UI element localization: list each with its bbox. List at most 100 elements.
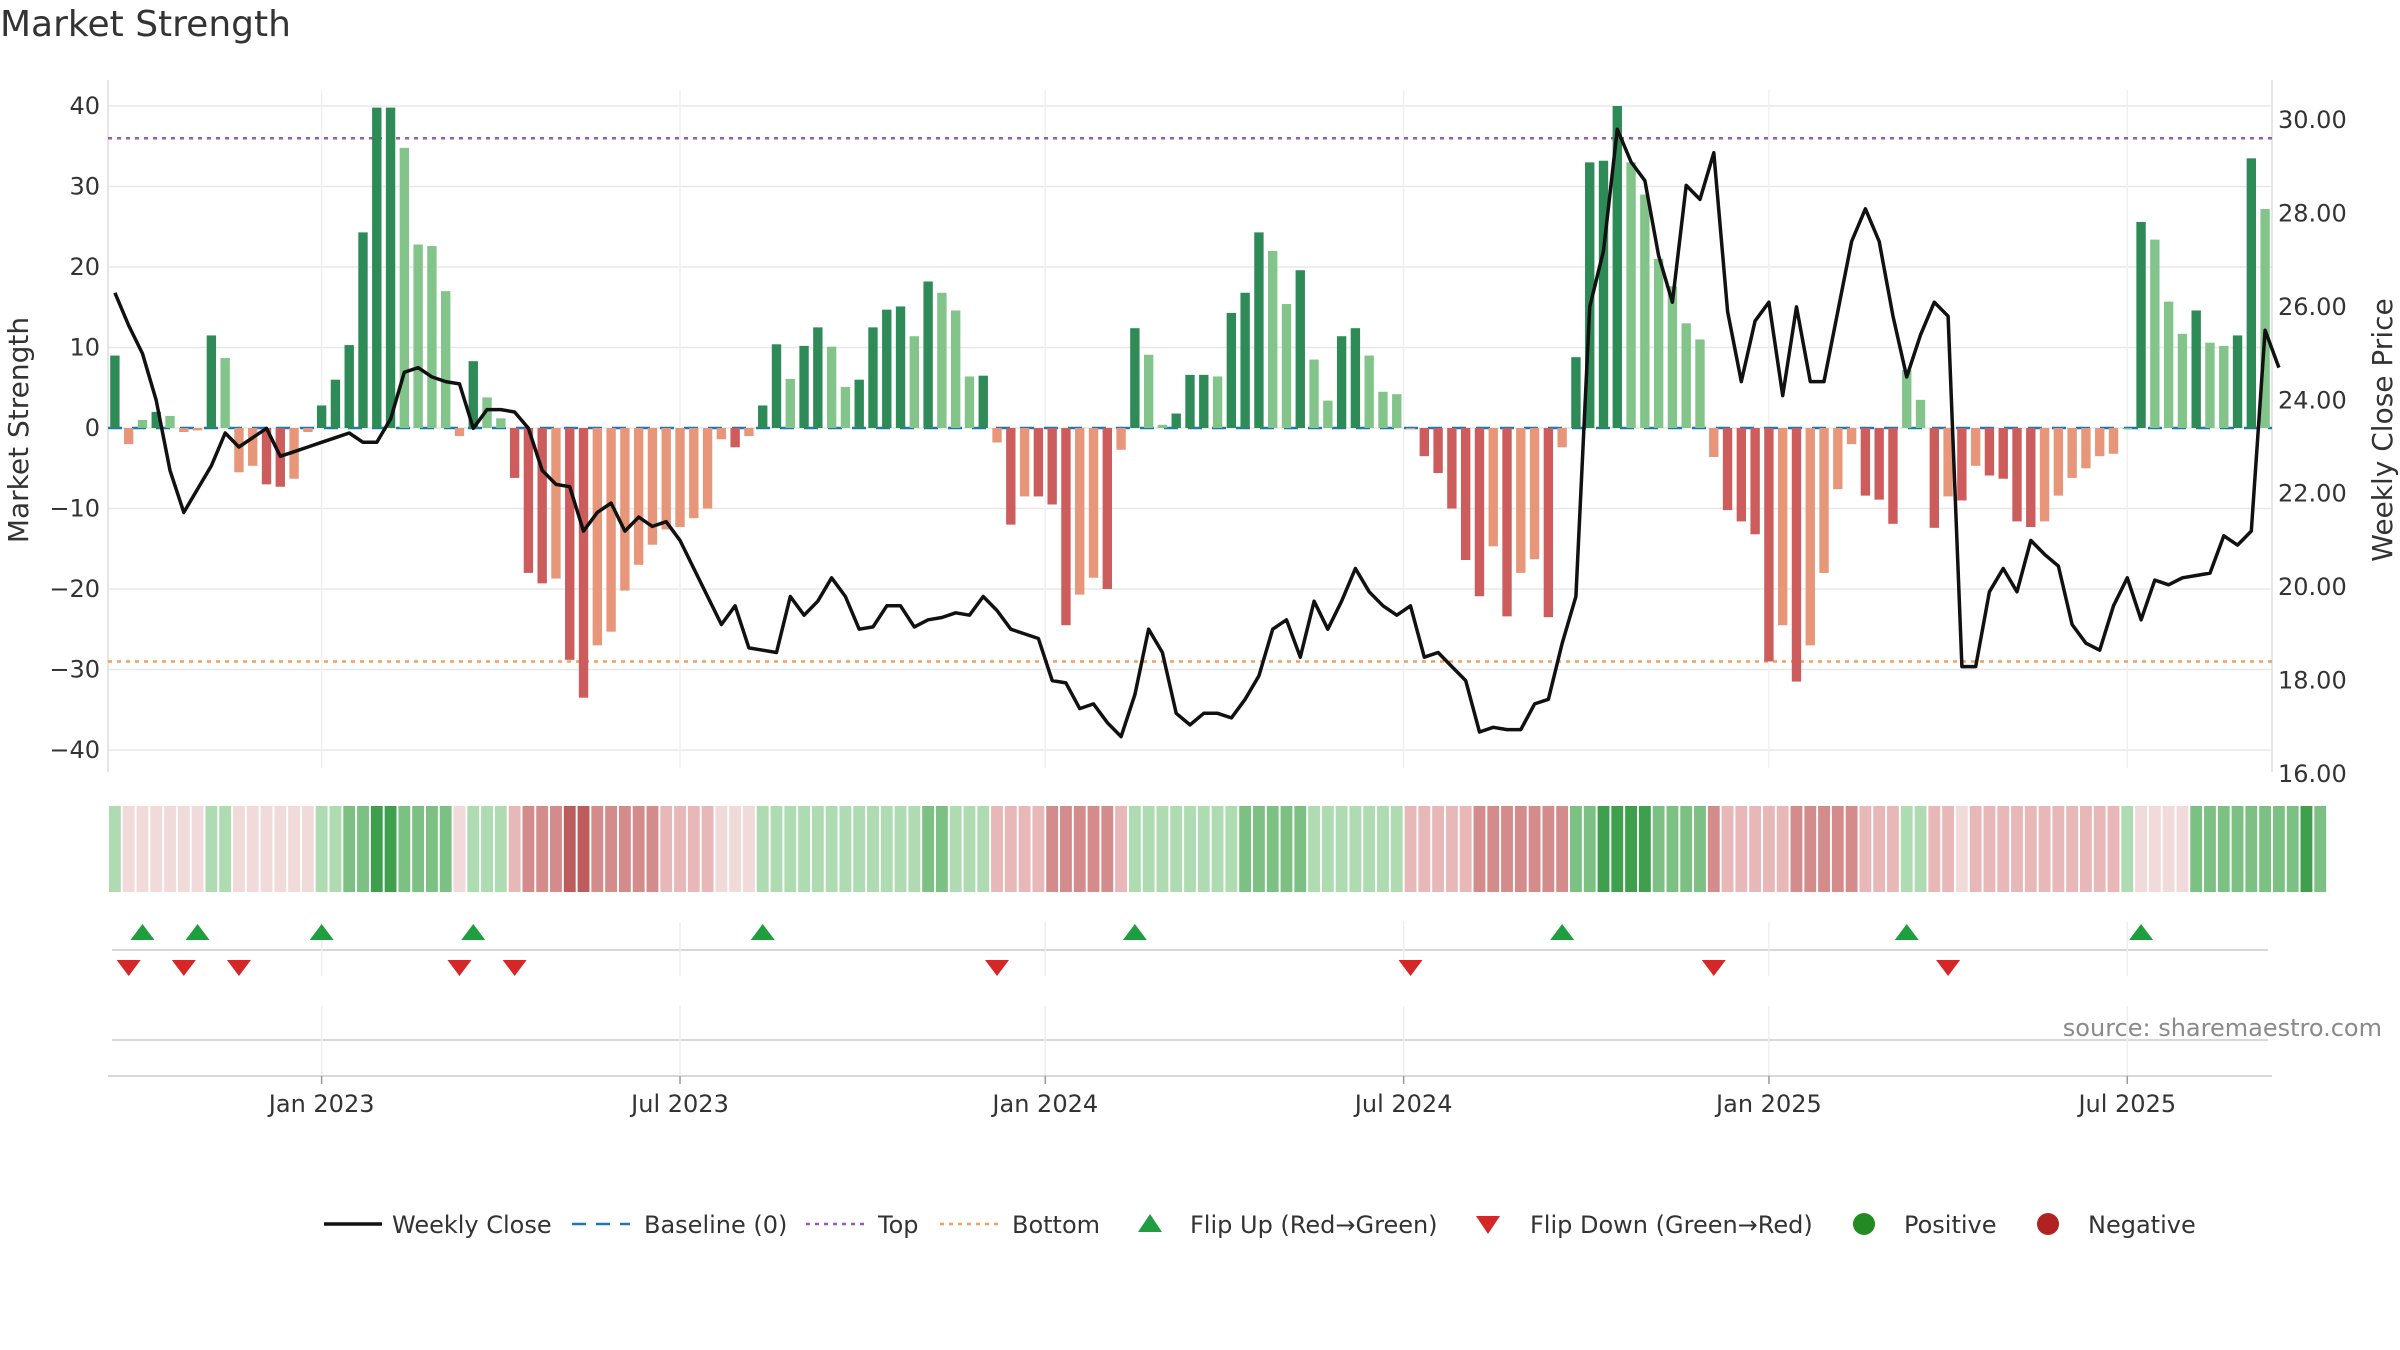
legend-swatch-negative <box>2037 1213 2059 1235</box>
flip-down-marker <box>447 960 472 976</box>
heat-cell <box>563 806 576 892</box>
heat-cell <box>894 806 907 892</box>
legend-label: Weekly Close <box>392 1211 552 1239</box>
flip-up-marker <box>130 924 155 940</box>
strength-bar <box>1033 428 1044 497</box>
heat-cell <box>2259 806 2272 892</box>
strength-bar <box>1791 428 1802 682</box>
strength-bar <box>937 292 947 428</box>
strength-bar <box>2039 428 2050 522</box>
strength-bar <box>2095 428 2105 457</box>
strength-bar <box>1874 428 1884 500</box>
strength-bar <box>399 147 410 429</box>
strength-bar <box>2219 345 2229 428</box>
heat-cell <box>260 806 273 892</box>
heat-cell <box>1776 806 1789 892</box>
heat-cell <box>1859 806 1872 892</box>
strength-bar <box>413 244 423 428</box>
heat-cell <box>1845 806 1858 892</box>
heat-cell <box>908 806 921 892</box>
heat-cell <box>825 806 838 892</box>
strength-bar <box>2026 428 2036 528</box>
strength-bar <box>1805 428 1815 646</box>
weekly-close-polyline <box>113 127 2281 739</box>
strength-bar <box>813 327 823 428</box>
heat-cell <box>1308 806 1320 892</box>
heat-cell <box>1445 806 1458 892</box>
heat-cell <box>1818 806 1830 892</box>
heat-cell <box>2204 806 2216 892</box>
strength-bar <box>427 246 437 428</box>
heat-cell <box>2300 806 2313 892</box>
heat-cell <box>1252 806 1265 892</box>
heat-cell <box>2314 806 2327 892</box>
heat-cell <box>770 806 783 892</box>
heat-cell <box>1652 806 1665 892</box>
heat-cell <box>164 806 176 892</box>
strength-bar <box>123 428 134 445</box>
heat-cell <box>453 806 466 892</box>
strength-bar <box>1709 428 1719 457</box>
strength-bar <box>454 428 465 437</box>
strength-bar <box>868 327 878 428</box>
heat-cell <box>2052 806 2065 892</box>
heat-strip <box>108 806 2327 892</box>
heat-cell <box>991 806 1003 892</box>
flip-up-marker <box>1122 924 1147 940</box>
strength-bar <box>1612 106 1622 428</box>
strength-bar <box>1006 428 1016 525</box>
heat-cell <box>756 806 769 892</box>
strength-bar <box>1268 250 1278 428</box>
heat-cell <box>508 806 521 892</box>
strength-bar <box>771 344 782 428</box>
strength-bar <box>702 428 713 509</box>
heat-cell <box>743 806 755 892</box>
heat-cell <box>191 806 204 892</box>
strength-bar <box>854 379 864 428</box>
heat-cell <box>1514 806 1527 892</box>
flip-down-marker <box>502 960 527 976</box>
y-left-tick-label: −20 <box>49 575 100 603</box>
strength-bar <box>1226 312 1237 428</box>
strength-bar <box>2150 239 2160 428</box>
strength-bar <box>2232 335 2243 428</box>
strength-bar <box>758 405 768 428</box>
y-left-tick-label: 20 <box>69 253 100 281</box>
heat-cell <box>233 806 245 892</box>
source-label: source: sharemaestro.com <box>2062 1014 2382 1042</box>
heat-cell <box>701 806 714 892</box>
heat-cell <box>1928 806 1941 892</box>
strength-bar <box>2246 158 2257 428</box>
strength-bar <box>1585 162 1595 428</box>
heat-cell <box>853 806 866 892</box>
strength-bar <box>248 428 258 466</box>
heat-cell <box>1004 806 1017 892</box>
strength-bar <box>316 405 327 428</box>
strength-bar <box>509 428 520 478</box>
strength-bar <box>1047 428 1057 505</box>
strength-bar <box>1323 400 1333 428</box>
strength-bar <box>675 428 685 528</box>
heat-cell <box>1528 806 1541 892</box>
heat-cell <box>274 806 287 892</box>
strength-bar <box>179 428 189 433</box>
heat-cell <box>1570 806 1582 892</box>
strength-bar <box>1970 428 1981 466</box>
legend[interactable]: Weekly Close Baseline (0) Top Bottom Flip Up… <box>324 1211 2196 1239</box>
strength-bar <box>964 376 975 428</box>
heat-cell <box>1887 806 1899 892</box>
strength-bar <box>1943 428 1953 497</box>
x-tick-label: Jul 2024 <box>1353 1090 1453 1118</box>
x-axis: Jan 2023 Jul 2023 Jan 2024 Jul 2024 Jan 2025… <box>108 1075 2272 1118</box>
heat-cell <box>1611 806 1624 892</box>
flip-down-marker <box>1398 960 1423 976</box>
strength-bar <box>1336 336 1347 428</box>
heat-cell <box>605 806 618 892</box>
flip-down-marker <box>116 960 141 976</box>
heat-cell <box>1556 806 1569 892</box>
strength-bar <box>923 281 933 428</box>
strength-bar <box>633 428 644 565</box>
strength-bar <box>137 419 148 428</box>
strength-bar <box>1833 428 1843 490</box>
